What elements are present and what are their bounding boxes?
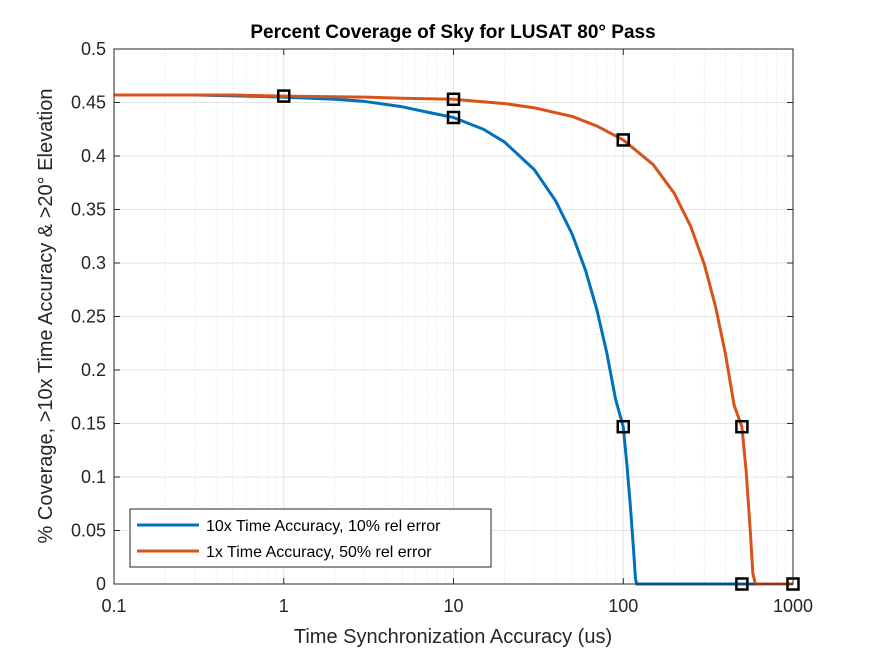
series-line-1: [114, 93, 793, 586]
y-tick-label: 0.4: [81, 146, 106, 166]
x-tick-label: 1: [279, 596, 289, 616]
y-tick-label: 0.1: [81, 467, 106, 487]
x-tick-label: 10: [443, 596, 463, 616]
data-marker: [616, 419, 630, 434]
y-tick-label: 0.05: [71, 521, 106, 541]
data-marker: [277, 89, 291, 103]
data-marker: [735, 419, 749, 434]
x-axis-label: Time Synchronization Accuracy (us): [294, 626, 612, 648]
y-tick-label: 0.45: [71, 93, 106, 113]
legend-label-series-2: 1x Time Accuracy, 50% rel error: [206, 544, 432, 561]
legend-box: [129, 508, 492, 568]
x-tick-label: 100: [608, 596, 638, 616]
data-marker: [616, 133, 630, 147]
data-marker: [446, 110, 461, 125]
y-tick-label: 0.25: [71, 307, 106, 327]
y-tick-label: 0.3: [81, 253, 106, 273]
x-tick-label: 0.1: [101, 596, 126, 616]
series-layer: [114, 93, 793, 586]
y-tick-label: 0.35: [71, 200, 106, 220]
x-tick-label: 1000: [773, 596, 813, 616]
legend: 10x Time Accuracy, 10% rel error 1x Time…: [129, 508, 492, 568]
y-tick-label: 0.15: [71, 414, 106, 434]
y-tick-label: 0.2: [81, 360, 106, 380]
data-marker: [446, 92, 461, 107]
y-ticks: 0 0.05 0.1 0.15 0.2 0.25 0.3 0.35 0.4 0.45 0.5: [71, 39, 793, 594]
x-ticks: 0.1 1 10 100 1000: [101, 49, 813, 616]
chart-title: Percent Coverage of Sky for LUSAT 80° Pa…: [250, 22, 655, 43]
y-axis-label: % Coverage, >10x Time Accuracy & >20° El…: [35, 89, 57, 544]
legend-label-series-1: 10x Time Accuracy, 10% rel error: [206, 518, 441, 535]
y-tick-label: 0: [96, 574, 106, 594]
y-tick-label: 0.5: [81, 39, 106, 59]
series-line-2: [114, 93, 793, 586]
